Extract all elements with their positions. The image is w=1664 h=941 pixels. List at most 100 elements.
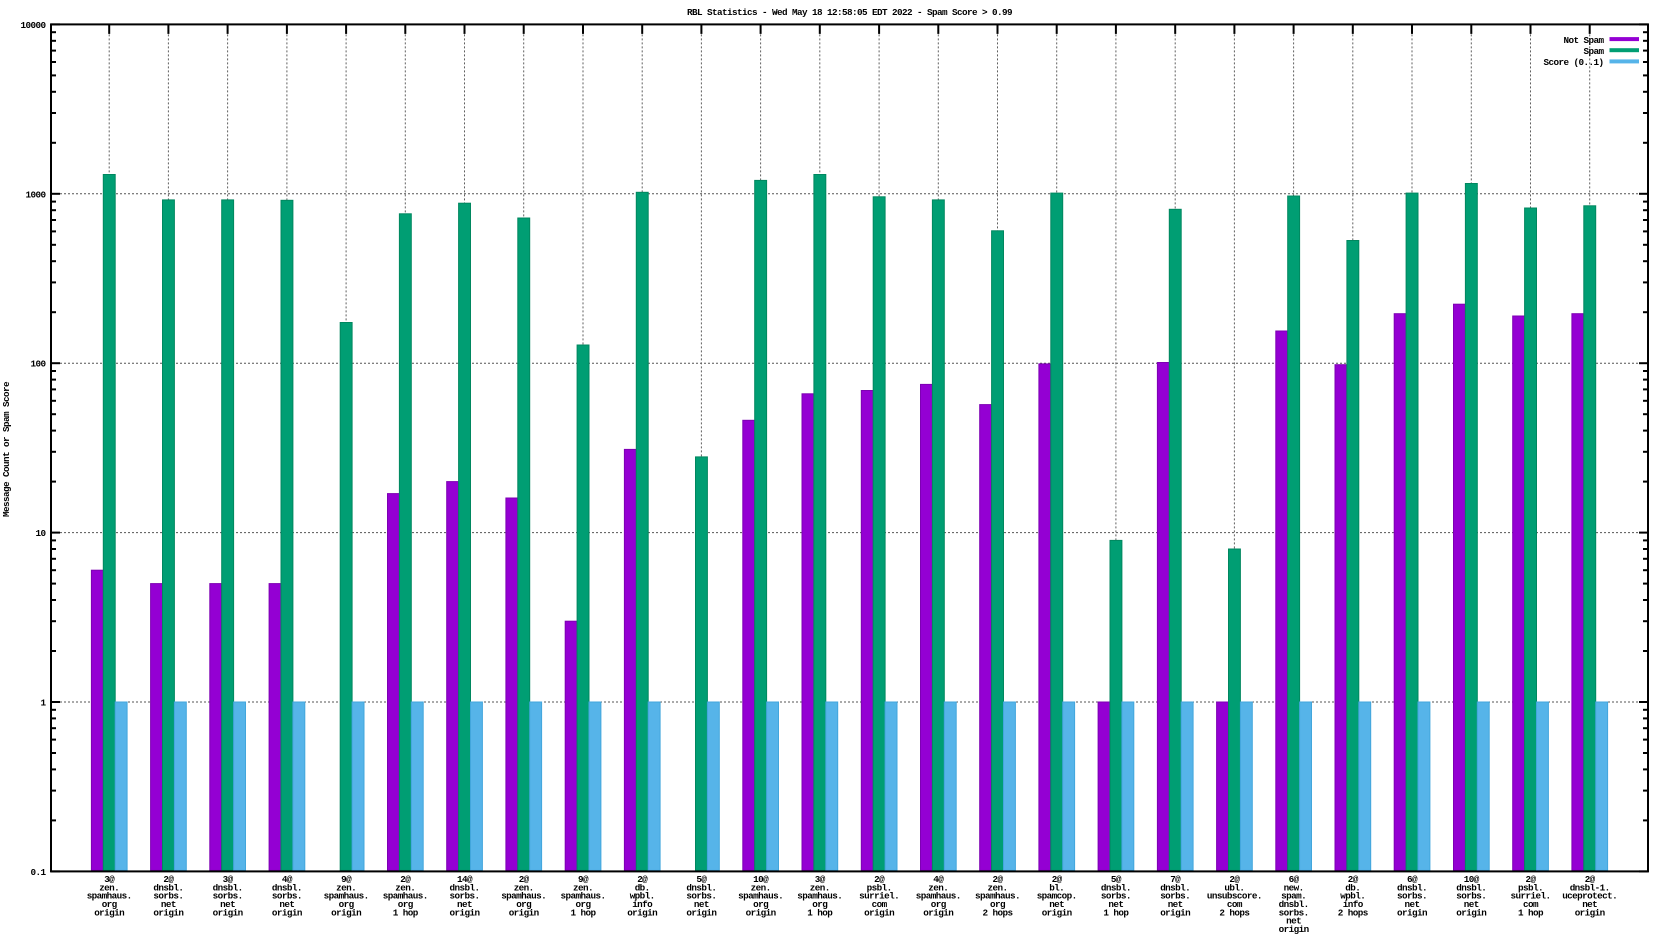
svg-text:origin: origin xyxy=(1279,924,1310,935)
svg-text:surriel.: surriel. xyxy=(1511,891,1551,902)
svg-text:zen.: zen. xyxy=(988,882,1008,893)
svg-text:com: com xyxy=(1523,899,1539,910)
svg-text:org: org xyxy=(812,899,828,910)
svg-text:info: info xyxy=(1343,899,1364,910)
svg-text:net: net xyxy=(220,899,235,910)
svg-text:5@: 5@ xyxy=(696,874,707,885)
svg-text:sorbs.: sorbs. xyxy=(1279,907,1309,918)
svg-text:1 hop: 1 hop xyxy=(1103,907,1129,918)
svg-text:origin: origin xyxy=(746,907,777,918)
svg-text:origin: origin xyxy=(509,907,540,918)
svg-text:net: net xyxy=(457,899,472,910)
svg-text:dnsbl.: dnsbl. xyxy=(1279,899,1309,910)
svg-text:net: net xyxy=(1405,899,1420,910)
svg-text:1000: 1000 xyxy=(26,189,47,200)
svg-text:org: org xyxy=(990,899,1006,910)
svg-text:info: info xyxy=(632,899,653,910)
svg-text:spamhaus.: spamhaus. xyxy=(916,891,961,902)
svg-text:Spam: Spam xyxy=(1584,46,1605,57)
svg-text:sorbs.: sorbs. xyxy=(1160,891,1190,902)
svg-text:psbl.: psbl. xyxy=(867,882,892,893)
svg-text:2@: 2@ xyxy=(874,874,885,885)
svg-text:net: net xyxy=(1108,899,1123,910)
svg-text:dnsbl.: dnsbl. xyxy=(450,882,480,893)
svg-text:net: net xyxy=(1286,916,1301,927)
svg-text:dnsbl.: dnsbl. xyxy=(153,882,183,893)
svg-text:com: com xyxy=(872,899,888,910)
svg-text:origin: origin xyxy=(450,907,481,918)
svg-text:zen.: zen. xyxy=(751,882,771,893)
svg-text:6@: 6@ xyxy=(1407,874,1418,885)
svg-text:org: org xyxy=(398,899,414,910)
svg-text:net: net xyxy=(1464,899,1479,910)
svg-text:2 hops: 2 hops xyxy=(983,907,1014,918)
svg-text:6@: 6@ xyxy=(1289,874,1300,885)
svg-text:2 hops: 2 hops xyxy=(1219,907,1250,918)
svg-text:2@: 2@ xyxy=(637,874,648,885)
svg-text:2@: 2@ xyxy=(1526,874,1537,885)
svg-text:zen.: zen. xyxy=(928,882,948,893)
svg-text:10@: 10@ xyxy=(753,874,769,885)
svg-text:dnsbl.: dnsbl. xyxy=(1101,882,1131,893)
svg-text:origin: origin xyxy=(627,907,658,918)
svg-text:net: net xyxy=(279,899,294,910)
svg-text:dnsbl.: dnsbl. xyxy=(686,882,716,893)
svg-text:2@: 2@ xyxy=(163,874,174,885)
svg-text:dnsbl-1.: dnsbl-1. xyxy=(1570,882,1610,893)
svg-text:origin: origin xyxy=(1397,907,1428,918)
svg-text:2@: 2@ xyxy=(519,874,530,885)
svg-text:zen.: zen. xyxy=(514,882,534,893)
svg-text:origin: origin xyxy=(1575,907,1606,918)
svg-text:sorbs.: sorbs. xyxy=(1456,891,1486,902)
svg-text:spamhaus.: spamhaus. xyxy=(324,891,369,902)
svg-text:com: com xyxy=(1227,899,1243,910)
svg-text:3@: 3@ xyxy=(104,874,115,885)
svg-text:bl.: bl. xyxy=(1049,882,1064,893)
svg-text:1: 1 xyxy=(41,698,47,709)
svg-text:10: 10 xyxy=(36,528,47,539)
svg-text:origin: origin xyxy=(94,907,125,918)
svg-text:net: net xyxy=(1168,899,1183,910)
svg-text:Score (0..1): Score (0..1) xyxy=(1544,57,1604,68)
svg-text:org: org xyxy=(516,899,532,910)
svg-text:sorbs.: sorbs. xyxy=(450,891,480,902)
svg-text:spamhaus.: spamhaus. xyxy=(738,891,783,902)
svg-text:zen.: zen. xyxy=(810,882,830,893)
svg-text:origin: origin xyxy=(153,907,184,918)
svg-text:sorbs.: sorbs. xyxy=(213,891,243,902)
svg-text:spamhaus.: spamhaus. xyxy=(561,891,606,902)
svg-text:sorbs.: sorbs. xyxy=(686,891,716,902)
svg-text:ubl.: ubl. xyxy=(1224,882,1244,893)
svg-text:spamhaus.: spamhaus. xyxy=(797,891,842,902)
svg-text:9@: 9@ xyxy=(341,874,352,885)
svg-text:dnsbl.: dnsbl. xyxy=(272,882,302,893)
svg-text:10@: 10@ xyxy=(1464,874,1480,885)
svg-text:100: 100 xyxy=(31,359,47,370)
svg-text:spamhaus.: spamhaus. xyxy=(975,891,1020,902)
svg-text:org: org xyxy=(753,899,769,910)
svg-text:origin: origin xyxy=(864,907,895,918)
svg-text:unsubscore.: unsubscore. xyxy=(1207,891,1262,902)
svg-text:RBL Statistics - Wed May 18 12: RBL Statistics - Wed May 18 12:58:05 EDT… xyxy=(687,7,1013,18)
svg-text:dnsbl.: dnsbl. xyxy=(1456,882,1486,893)
svg-text:dnsbl.: dnsbl. xyxy=(1160,882,1190,893)
svg-text:db.: db. xyxy=(1345,882,1360,893)
svg-text:14@: 14@ xyxy=(457,874,473,885)
svg-text:net: net xyxy=(1049,899,1064,910)
svg-text:0.1: 0.1 xyxy=(31,867,47,878)
svg-text:zen.: zen. xyxy=(395,882,415,893)
svg-text:origin: origin xyxy=(923,907,954,918)
svg-text:db.: db. xyxy=(635,882,650,893)
svg-text:net: net xyxy=(161,899,176,910)
svg-text:7@: 7@ xyxy=(1170,874,1181,885)
svg-text:zen.: zen. xyxy=(573,882,593,893)
svg-text:origin: origin xyxy=(1042,907,1073,918)
svg-text:zen.: zen. xyxy=(336,882,356,893)
svg-text:4@: 4@ xyxy=(933,874,944,885)
svg-text:org: org xyxy=(931,899,947,910)
svg-text:spamhaus.: spamhaus. xyxy=(383,891,428,902)
svg-text:1 hop: 1 hop xyxy=(571,907,597,918)
svg-text:spamhaus.: spamhaus. xyxy=(501,891,546,902)
svg-text:origin: origin xyxy=(331,907,362,918)
svg-text:2@: 2@ xyxy=(1585,874,1596,885)
